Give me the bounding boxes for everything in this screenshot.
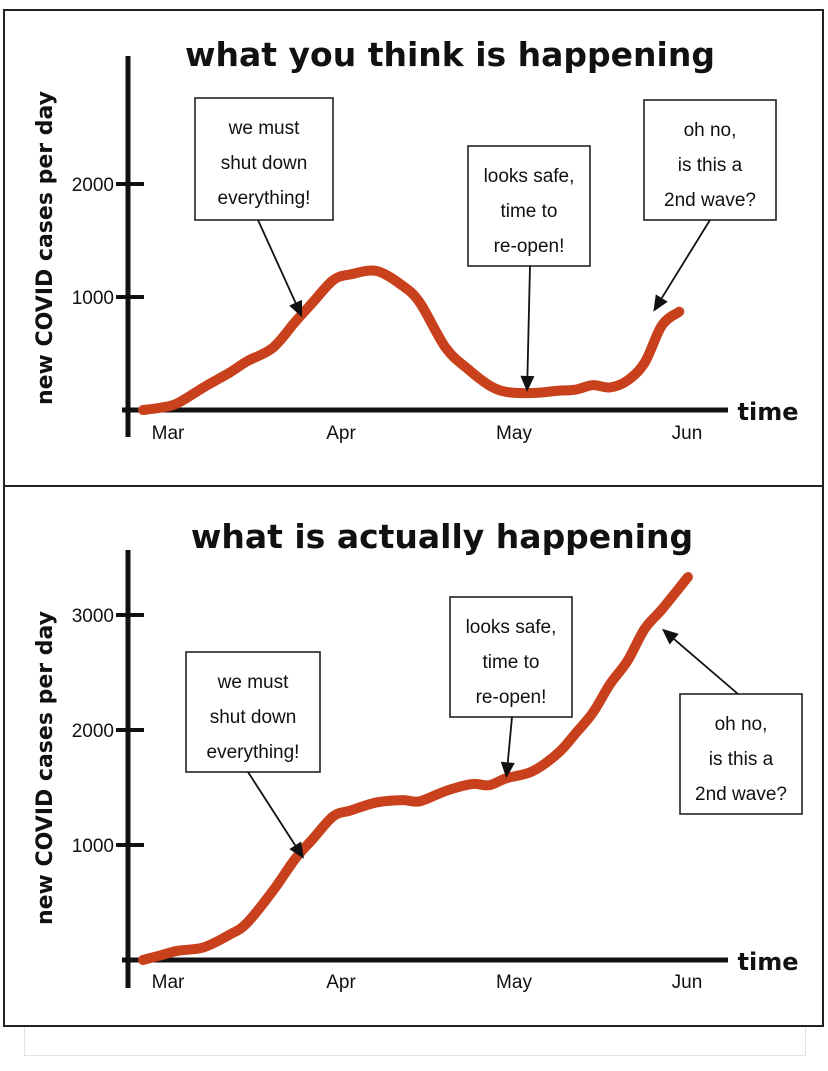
y-tick-label: 3000 [72,606,114,627]
x-tick-label: Mar [152,423,185,444]
arrowhead [653,294,668,312]
callout-1: we must shut down everything! [194,97,334,318]
chart-title: what is actually happening [191,517,693,556]
callout-arrow [247,771,296,846]
callout-text: looks safe, [484,166,575,187]
callout-2: looks safe, time to re-open! [467,145,591,392]
arrowhead [289,841,304,859]
callout-arrow [673,638,739,695]
callout-text: everything! [207,742,300,763]
arrowhead [289,299,303,318]
x-tick-label: May [496,972,532,993]
panel-bottom: what is actually happening new COVID cas… [3,485,824,1027]
x-tick-label: Jun [672,972,703,993]
callout-text: we must [228,118,300,139]
callout-text: everything! [218,188,311,209]
x-tick-label: Apr [326,423,356,444]
x-tick-label: May [496,423,532,444]
callout-arrow [506,716,513,763]
x-axis-label: time [738,398,799,426]
callout-box [194,97,334,221]
callout-text: re-open! [476,687,547,708]
callout-text: time to [500,201,557,222]
y-tick-label: 1000 [72,288,114,309]
callout-text: we must [217,672,289,693]
y-axis-label: new COVID cases per day [33,611,58,925]
series-line [138,572,693,965]
callout-3: oh no, is this a 2nd wave? [662,628,803,815]
y-axis-label: new COVID cases per day [33,91,58,405]
callout-2: looks safe, time to re-open! [449,596,573,779]
y-tick-label: 2000 [72,175,114,196]
callout-arrow [526,265,531,376]
callout-text: shut down [221,153,308,174]
callout-box [185,651,321,773]
callout-box [449,596,573,718]
callout-text: re-open! [494,236,565,257]
y-tick-label: 1000 [72,836,114,857]
callout-text: looks safe, [466,617,557,638]
callout-box [467,145,591,267]
callout-text: is this a [709,749,774,770]
callout-3: oh no, is this a 2nd wave? [643,99,777,312]
arrowhead [500,761,515,779]
y-tick-label: 2000 [72,721,114,742]
callout-1: we must shut down everything! [185,651,321,859]
series-line [138,265,685,415]
x-tick-label: Jun [672,423,703,444]
arrowhead [662,628,679,645]
callout-text: 2nd wave? [664,190,756,211]
callout-box [679,693,803,815]
callout-arrow [660,219,711,299]
callout-text: shut down [210,707,297,728]
x-tick-label: Mar [152,972,185,993]
callout-text: time to [482,652,539,673]
chart-title: what you think is happening [185,35,715,74]
arrowhead [520,375,535,392]
callout-text: 2nd wave? [695,784,787,805]
callout-text: oh no, [684,120,737,141]
callout-arrow [257,219,297,304]
callout-text: is this a [678,155,743,176]
panel-top: what you think is happening new COVID ca… [3,9,824,487]
x-axis-label: time [738,948,799,976]
x-tick-label: Apr [326,972,356,993]
callout-text: oh no, [715,714,768,735]
